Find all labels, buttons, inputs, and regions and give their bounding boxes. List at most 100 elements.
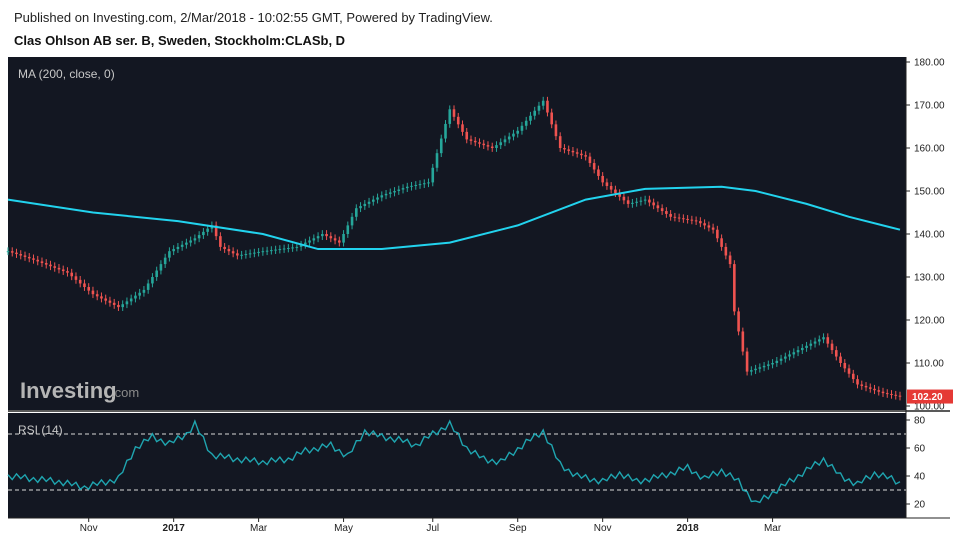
candle-body: [716, 229, 719, 239]
candle-body: [248, 253, 252, 255]
time-axis-ticks: Nov 2017 Mar May Jul Sep Nov 2018 Mar: [80, 518, 782, 534]
candle-body: [202, 231, 205, 236]
candle-body: [53, 266, 57, 268]
candle-body: [482, 143, 486, 146]
candle-body: [618, 193, 621, 197]
price-tick-label: 170.00: [914, 101, 945, 112]
candle-body: [316, 236, 320, 239]
candle-body: [422, 183, 426, 185]
candle-body: [418, 184, 422, 186]
candle-body: [49, 264, 52, 267]
last-price-label: 102.20: [912, 392, 943, 403]
candle-body: [669, 213, 672, 217]
candle-body: [677, 217, 681, 219]
candle-body: [355, 208, 358, 217]
candle-body: [253, 252, 256, 254]
candle-body: [868, 387, 872, 389]
candle-body: [376, 197, 379, 200]
watermark-suffix: .com: [111, 385, 139, 400]
candle-body: [524, 120, 528, 126]
candle-body: [546, 100, 549, 113]
candle-body: [898, 395, 902, 397]
candle-body: [728, 255, 732, 265]
candle-body: [40, 261, 44, 264]
candle-body: [813, 341, 817, 344]
candle-body: [741, 331, 745, 352]
candle-body: [626, 200, 630, 204]
candle-body: [801, 347, 804, 351]
candle-body: [703, 223, 706, 226]
candle-body: [112, 302, 116, 305]
candle-body: [614, 189, 617, 194]
candle-body: [363, 203, 367, 207]
candle-body: [91, 290, 95, 295]
price-tick-label: 140.00: [914, 230, 945, 241]
candle-body: [70, 272, 74, 277]
candle-body: [847, 368, 851, 374]
candle-body: [469, 139, 473, 141]
candle-body: [694, 220, 698, 222]
candle-body: [529, 115, 532, 121]
candle-body: [805, 345, 808, 348]
rsi-axis-ticks: 20 40 60 80: [906, 416, 926, 511]
candle-body: [189, 240, 192, 243]
candle-body: [36, 259, 40, 262]
candle-body: [860, 384, 864, 386]
candle-body: [873, 388, 876, 391]
candle-body: [32, 258, 35, 260]
candle-body: [881, 391, 885, 394]
rsi-line: [7, 419, 901, 504]
candle-body: [104, 298, 107, 301]
rsi-tick-label: 20: [914, 500, 926, 511]
candle-body: [125, 301, 129, 305]
candle-body: [877, 390, 881, 392]
candle-body: [401, 188, 405, 190]
candle-body: [134, 295, 137, 299]
candle-body: [350, 216, 354, 226]
rsi-tick-label: 60: [914, 444, 926, 455]
candle-body: [507, 136, 511, 140]
candle-body: [274, 249, 277, 251]
candle-body: [584, 155, 587, 157]
candle-body: [138, 292, 141, 296]
candle-body: [767, 364, 770, 366]
candle-body: [495, 145, 498, 148]
candle-body: [652, 202, 655, 206]
candle-body: [151, 277, 154, 284]
candle-body: [541, 100, 545, 106]
candle-body: [711, 227, 715, 230]
price-tick-label: 100.00: [914, 402, 945, 413]
candle-body: [431, 167, 435, 183]
candle-body: [826, 337, 830, 344]
candle-body: [758, 367, 762, 369]
candle-body: [601, 175, 604, 183]
candle-body: [885, 393, 889, 395]
candle-body: [304, 242, 307, 245]
candle-body: [784, 356, 787, 359]
candle-body: [762, 365, 766, 368]
time-tick-label: 2018: [676, 523, 699, 534]
investing-watermark: Investing .com: [20, 378, 139, 403]
candle-body: [57, 267, 61, 270]
candle-body: [95, 294, 99, 297]
candle-body: [890, 393, 893, 395]
time-tick-label: May: [334, 523, 353, 534]
candle-body: [329, 236, 333, 239]
candle-body: [367, 201, 371, 204]
candle-body: [299, 244, 303, 247]
candle-body: [665, 211, 668, 214]
candle-body: [142, 289, 146, 293]
ma-200-line: [7, 185, 901, 251]
candle-body: [223, 246, 226, 250]
rsi-indicator-label: RSI (14): [18, 423, 63, 437]
candle-body: [83, 283, 86, 288]
candle-body: [180, 244, 184, 247]
candle-body: [19, 254, 23, 256]
candle-body: [312, 238, 316, 241]
candle-body: [10, 251, 14, 253]
candle-body: [851, 373, 855, 380]
candle-body: [733, 264, 736, 312]
candle-body: [558, 136, 562, 148]
candle-body: [486, 145, 490, 147]
